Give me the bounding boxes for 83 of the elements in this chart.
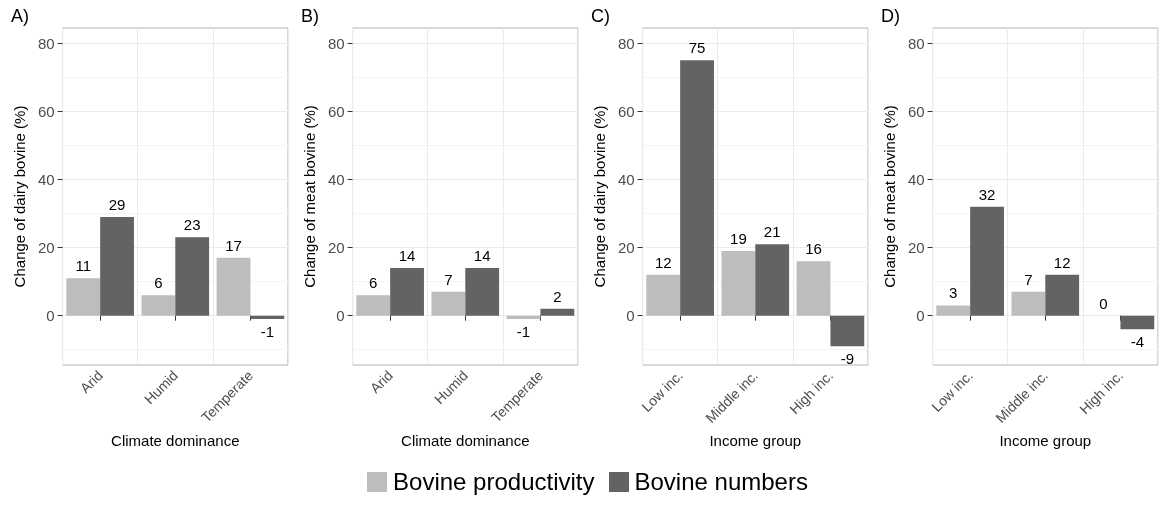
x-axis-title: Climate dominance (401, 432, 530, 449)
y-tick-label: 60 (907, 102, 925, 120)
bar (1011, 291, 1046, 316)
y-axis-title: Change of dairy bovine (%) (11, 105, 28, 288)
y-tick-label: 0 (916, 307, 925, 325)
bar (100, 216, 134, 316)
y-axis-title: Change of dairy bovine (%) (591, 105, 608, 288)
bar (216, 257, 251, 316)
chart-title: C) (591, 6, 610, 26)
data-label: 6 (369, 274, 378, 292)
bar (721, 250, 756, 316)
bar (66, 278, 101, 316)
bar (465, 267, 500, 316)
x-axis-title: Income group (709, 432, 802, 449)
y-tick-label: 20 (327, 239, 345, 257)
bar (970, 206, 1004, 316)
data-label: 2 (553, 287, 562, 305)
bar (936, 305, 971, 316)
chart-title: D) (881, 6, 900, 26)
y-tick-label: 80 (907, 34, 925, 52)
x-axis-title: Climate dominance (111, 432, 240, 449)
data-label: 0 (1099, 294, 1108, 312)
chart-title: B) (301, 6, 319, 26)
data-label: 12 (654, 253, 672, 271)
data-label: 29 (108, 195, 126, 213)
data-label: 16 (805, 240, 822, 258)
data-label: -4 (1130, 333, 1145, 351)
y-tick-label: 80 (37, 34, 55, 52)
data-label: 3 (949, 284, 958, 302)
data-label: 7 (444, 270, 453, 288)
y-axis-title: Change of meat bovine (%) (301, 105, 318, 288)
bar (390, 267, 424, 316)
data-label: 32 (978, 185, 996, 203)
data-label: 19 (730, 229, 747, 247)
data-label: -9 (840, 350, 855, 368)
data-label: 7 (1024, 270, 1033, 288)
y-tick-label: 40 (907, 170, 925, 188)
data-label: -1 (516, 323, 531, 341)
data-label: 11 (75, 257, 92, 275)
bar (356, 295, 391, 316)
y-axis-title: Change of meat bovine (%) (881, 105, 898, 288)
bar (1045, 274, 1080, 316)
legend-label: Bovine productivity (393, 468, 595, 496)
bar (680, 60, 714, 316)
data-label: 12 (1053, 253, 1071, 271)
data-label: 21 (763, 223, 781, 241)
data-label: 23 (183, 216, 201, 234)
bar (141, 295, 176, 316)
data-label: 6 (154, 274, 163, 292)
y-tick-label: 20 (617, 239, 635, 257)
bar (431, 291, 466, 316)
y-tick-label: 60 (327, 102, 345, 120)
data-label: -1 (260, 323, 275, 341)
bar (796, 261, 831, 316)
y-tick-label: 0 (46, 307, 55, 325)
x-axis-title: Income group (999, 432, 1092, 449)
x-tick-label: Low inc. (928, 367, 976, 415)
x-tick-label: Low inc. (638, 367, 686, 415)
bar (646, 274, 681, 316)
data-label: 14 (398, 246, 416, 264)
y-tick-label: 20 (37, 239, 55, 257)
bar (1120, 315, 1155, 330)
data-label: 17 (225, 236, 242, 254)
y-tick-label: 40 (327, 170, 345, 188)
legend-label: Bovine numbers (634, 468, 808, 496)
bar (755, 244, 790, 316)
bar (830, 315, 865, 347)
y-tick-label: 0 (336, 307, 345, 325)
y-tick-label: 40 (37, 170, 55, 188)
data-label: 14 (473, 246, 491, 264)
y-tick-label: 60 (37, 102, 55, 120)
x-tick-label: High inc. (1076, 367, 1127, 418)
data-label: 75 (688, 39, 706, 57)
chart-title: A) (11, 6, 29, 26)
y-tick-label: 60 (617, 102, 635, 120)
y-tick-label: 20 (907, 239, 925, 257)
bar (540, 308, 575, 316)
bar (175, 237, 210, 316)
y-tick-label: 0 (626, 307, 635, 325)
y-tick-label: 40 (617, 170, 635, 188)
y-tick-label: 80 (327, 34, 345, 52)
x-tick-label: High inc. (786, 367, 837, 418)
y-tick-label: 80 (617, 34, 635, 52)
